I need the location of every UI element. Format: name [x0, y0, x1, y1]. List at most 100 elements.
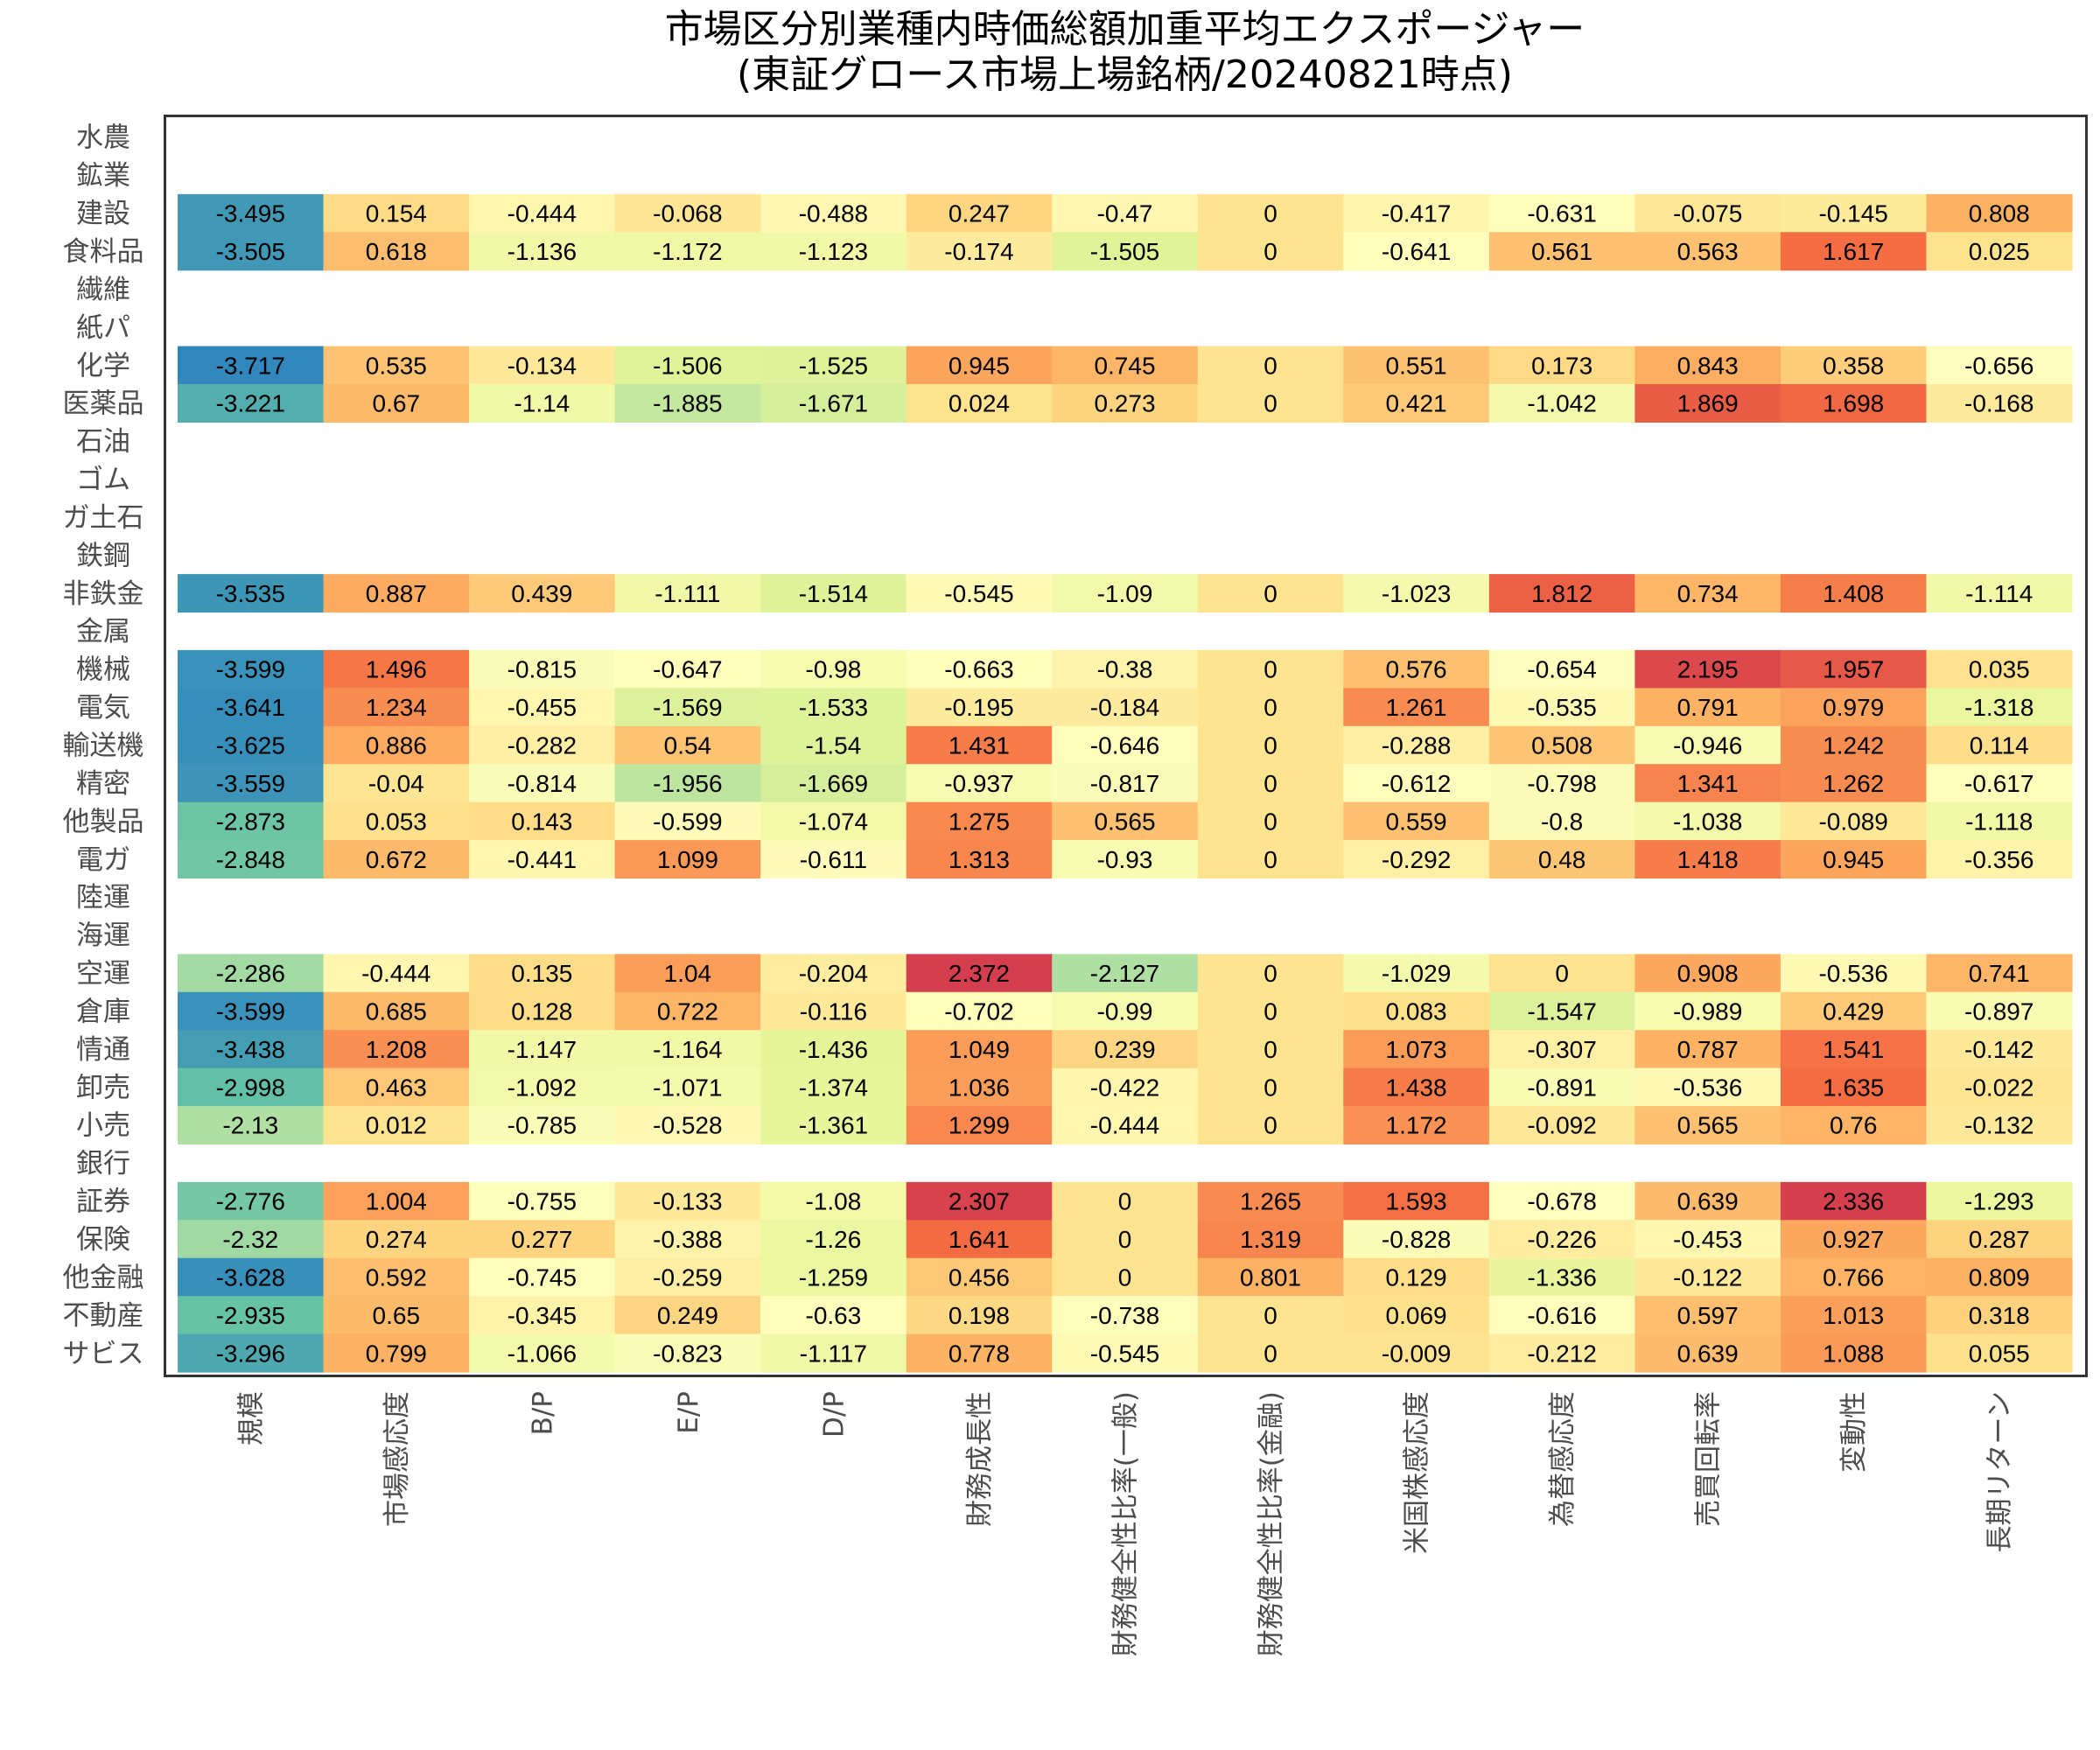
cell-value-label: 0.618 — [366, 238, 427, 265]
heatmap-cell — [1634, 1181, 1782, 1221]
cell-value-label: -1.506 — [653, 352, 722, 379]
x-tick-label: 市場感応度 — [382, 1391, 413, 1527]
heatmap-cell — [760, 764, 907, 803]
heatmap-cell — [1343, 1068, 1490, 1107]
heatmap-cell — [1052, 725, 1199, 765]
heatmap-cell — [1488, 232, 1635, 271]
cell-value-label: 0 — [1118, 1264, 1132, 1291]
heatmap-cell — [323, 954, 470, 993]
heatmap-cell — [178, 649, 325, 689]
heatmap-cell — [906, 688, 1053, 727]
cell-value-label: -1.26 — [806, 1226, 862, 1253]
cell-value-label: -0.116 — [800, 998, 867, 1025]
cell-value-label: 0.979 — [1823, 694, 1884, 721]
cell-value-label: -0.388 — [653, 1226, 722, 1253]
cell-value-label: -1.071 — [653, 1074, 722, 1101]
cell-value-label: 0.76 — [1830, 1112, 1878, 1139]
cell-value-label: -0.702 — [944, 998, 1013, 1025]
heatmap-cell — [1343, 954, 1490, 993]
cell-value-label: -0.536 — [1673, 1074, 1742, 1101]
heatmap-cell — [614, 954, 761, 993]
heatmap-cell — [1780, 574, 1928, 613]
cell-value-label: -3.221 — [216, 390, 285, 417]
heatmap-cell — [1052, 802, 1199, 841]
cell-value-label: 0 — [1264, 770, 1278, 797]
heatmap-cell — [1343, 1257, 1490, 1297]
heatmap-cell — [323, 1296, 470, 1335]
cell-value-label: 0.559 — [1386, 808, 1447, 835]
cell-value-label: -0.259 — [653, 1264, 722, 1291]
cell-value-label: 1.541 — [1823, 1036, 1884, 1063]
cell-value-label: -1.569 — [653, 694, 722, 721]
y-tick-label: 鉱業 — [76, 160, 130, 192]
cell-value-label: 0 — [1264, 808, 1278, 835]
cell-value-label: 0.766 — [1823, 1264, 1884, 1291]
x-axis-labels: 規模 市場感応度 B/P E/P D/P 財務成長性 財務健全性比率(一般) 財務健全性比率(… — [235, 1391, 2015, 1656]
cell-value-label: 0 — [1264, 732, 1278, 760]
cell-value-label: 0 — [1264, 1036, 1278, 1063]
cell-value-label: 0.791 — [1677, 694, 1739, 721]
cell-value-label: 0.035 — [1969, 656, 2030, 683]
cell-value-label: 0.249 — [657, 1302, 718, 1329]
cell-value-label: -0.814 — [508, 770, 577, 797]
cell-value-label: 0 — [1264, 960, 1278, 987]
cell-value-label: 0.012 — [366, 1112, 427, 1139]
heatmap-cell — [1780, 1257, 1928, 1297]
cell-value-label: -0.092 — [1527, 1112, 1596, 1139]
heatmap-cell — [1197, 1334, 1344, 1373]
cell-value-label: 0.561 — [1531, 238, 1592, 265]
heatmap-cell — [469, 1181, 616, 1221]
heatmap-cell — [1634, 232, 1782, 271]
cell-value-label: -0.282 — [508, 732, 577, 760]
cell-value-label: -1.066 — [508, 1340, 577, 1367]
cell-value-label: -1.023 — [1382, 580, 1451, 607]
heatmap-cell — [323, 1220, 470, 1259]
heatmap-cell — [1926, 232, 2073, 271]
heatmap-cell — [1052, 991, 1199, 1031]
heatmap-cell — [1634, 574, 1782, 613]
heatmap-cell — [760, 232, 907, 271]
cell-value-label: -1.533 — [799, 694, 868, 721]
heatmap-cell — [1780, 840, 1928, 879]
heatmap-cell — [760, 802, 907, 841]
cell-value-label: 1.299 — [948, 1112, 1010, 1139]
cell-value-label: 0.778 — [948, 1340, 1010, 1367]
heatmap-cell — [1052, 1334, 1199, 1373]
cell-value-label: -3.717 — [216, 352, 285, 379]
heatmap-cell — [1488, 1030, 1635, 1069]
heatmap-cell — [1488, 688, 1635, 727]
cell-value-label: 2.336 — [1823, 1188, 1884, 1215]
heatmap-cell — [1197, 1106, 1344, 1145]
y-tick-label: 建設 — [76, 199, 130, 230]
heatmap-cell — [1197, 574, 1344, 613]
cell-value-label: 1.036 — [948, 1074, 1010, 1101]
x-tick-label: D/P — [818, 1391, 850, 1438]
heatmap-cell — [1780, 193, 1928, 233]
cell-value-label: -0.937 — [944, 770, 1013, 797]
cell-value-label: 1.341 — [1677, 770, 1739, 797]
cell-value-label: -3.599 — [216, 656, 285, 683]
cell-value-label: 0.927 — [1823, 1226, 1884, 1253]
cell-value-label: 0.639 — [1677, 1188, 1739, 1215]
cell-value-label: 0.143 — [511, 808, 572, 835]
cell-value-label: -3.296 — [216, 1340, 285, 1367]
cell-value-label: -0.195 — [944, 694, 1013, 721]
y-tick-label: 輸送機 — [63, 731, 144, 762]
heatmap-cell — [469, 1334, 616, 1373]
heatmap-cell — [1343, 383, 1490, 423]
cell-value-label: -0.356 — [1964, 846, 2034, 873]
cell-value-label: 0.463 — [366, 1074, 427, 1101]
heatmap-cell — [1197, 1181, 1344, 1221]
cell-value-label: -1.259 — [799, 1264, 868, 1291]
cell-value-label: -0.815 — [508, 656, 577, 683]
heatmap-cell — [178, 1220, 325, 1259]
heatmap-cell — [1634, 688, 1782, 727]
cell-value-label: 0.551 — [1386, 352, 1447, 379]
heatmap-cell — [178, 1106, 325, 1145]
heatmap-cell — [469, 1030, 616, 1069]
heatmap-cell — [614, 840, 761, 879]
cell-value-label: 1.957 — [1823, 656, 1884, 683]
heatmap-cell — [1926, 764, 2073, 803]
cell-value-label: 0.639 — [1677, 1340, 1739, 1367]
heatmap-cell — [1052, 649, 1199, 689]
